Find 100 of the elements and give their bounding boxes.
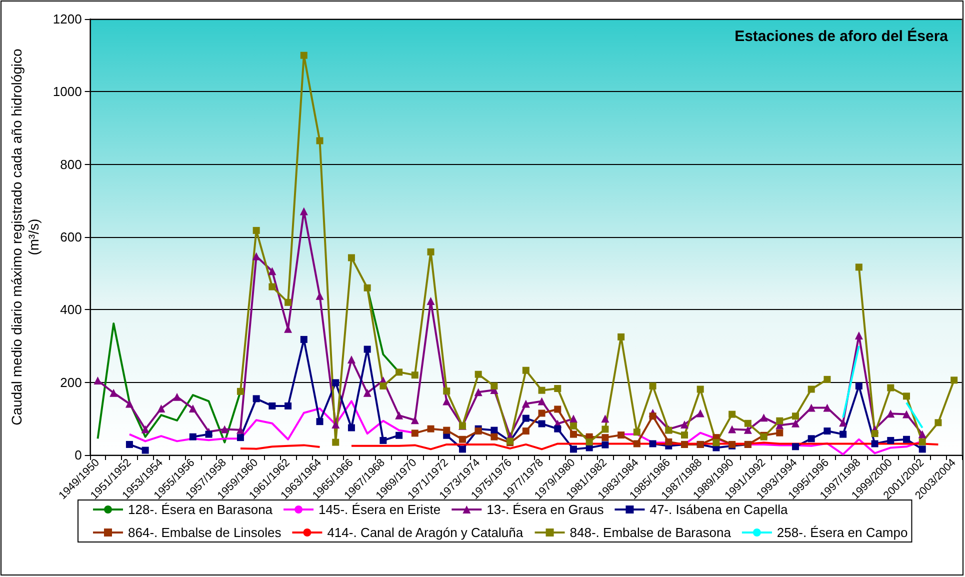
point — [300, 52, 308, 59]
point — [855, 382, 862, 390]
point — [776, 417, 784, 424]
point — [728, 410, 736, 418]
point — [268, 402, 276, 410]
point — [808, 435, 815, 442]
point — [236, 388, 244, 395]
point — [887, 436, 894, 444]
point — [522, 366, 530, 374]
point — [602, 441, 609, 448]
point — [364, 284, 371, 292]
point — [363, 388, 372, 397]
point — [490, 433, 498, 440]
point — [570, 446, 577, 453]
point — [871, 440, 878, 448]
point — [824, 376, 831, 383]
point — [903, 436, 910, 443]
point — [443, 388, 450, 395]
point — [744, 420, 752, 427]
point — [426, 296, 435, 305]
point — [712, 439, 720, 446]
point — [442, 397, 451, 406]
point — [348, 254, 355, 262]
point — [903, 392, 910, 400]
point — [538, 397, 546, 406]
point — [396, 368, 403, 376]
point — [474, 370, 482, 378]
point — [252, 226, 260, 234]
y-axis-title: Caudal medio diario máximo registrado cada año hidrológico (m³/s) — [8, 48, 42, 426]
point — [887, 384, 894, 392]
point — [284, 402, 292, 410]
point — [490, 426, 498, 434]
point — [886, 410, 895, 418]
point — [427, 248, 434, 256]
point — [618, 333, 625, 340]
point — [427, 425, 434, 432]
point — [458, 446, 466, 453]
point — [173, 392, 182, 401]
point — [602, 434, 609, 442]
point — [411, 372, 418, 379]
y-tick-label: 800 — [60, 156, 82, 172]
point — [554, 425, 562, 432]
point — [792, 443, 799, 450]
point — [380, 436, 387, 444]
point — [824, 428, 831, 435]
point — [696, 409, 704, 418]
point — [268, 283, 276, 290]
point — [854, 331, 863, 340]
point — [823, 404, 832, 412]
point — [522, 428, 530, 435]
point — [950, 376, 958, 384]
point — [347, 355, 356, 364]
point — [316, 292, 324, 300]
text: Estaciones de aforo del Ésera — [734, 27, 949, 45]
point — [776, 429, 784, 436]
point — [458, 436, 466, 443]
point — [840, 430, 847, 438]
legend-label: 414-. Canal de Aragón y Cataluña — [327, 525, 524, 540]
point — [522, 414, 530, 422]
point — [142, 446, 149, 454]
y-tick-label: 400 — [60, 302, 82, 318]
point — [380, 382, 387, 390]
point — [554, 385, 562, 392]
point — [332, 438, 340, 446]
y-tick-label: 200 — [60, 374, 82, 390]
point — [443, 426, 450, 434]
y-tick-label: 1000 — [52, 84, 82, 100]
point — [252, 395, 260, 402]
point — [554, 406, 562, 413]
point — [300, 207, 308, 216]
point — [284, 298, 292, 306]
point — [474, 428, 482, 435]
point — [490, 382, 498, 390]
point — [808, 386, 815, 393]
point — [744, 426, 752, 434]
point — [618, 432, 625, 439]
point — [649, 412, 656, 420]
point — [332, 420, 340, 428]
y-tick-label: 0 — [74, 448, 82, 462]
point — [125, 400, 134, 408]
point — [348, 424, 355, 432]
point — [157, 404, 166, 412]
point — [649, 440, 656, 448]
point — [934, 419, 942, 426]
point — [633, 428, 640, 436]
legend-label: 848-. Embalse de Barasona — [570, 525, 732, 540]
point — [791, 419, 800, 428]
point — [396, 432, 403, 439]
point — [570, 422, 577, 430]
point — [110, 388, 118, 397]
point — [141, 425, 150, 434]
legend-label: 864-. Embalse de Linsoles — [128, 525, 282, 540]
point — [871, 430, 878, 438]
point — [633, 440, 640, 448]
point — [205, 430, 212, 438]
point — [410, 416, 419, 424]
y-tick-label: 600 — [60, 230, 82, 244]
point — [474, 388, 482, 396]
point — [680, 432, 688, 439]
point — [918, 430, 926, 438]
